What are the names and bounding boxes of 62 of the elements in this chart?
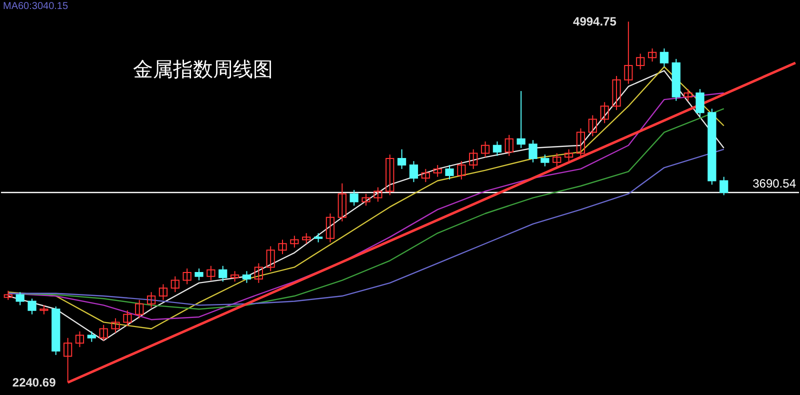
candlestick	[242, 270, 252, 284]
candlestick	[540, 154, 550, 167]
candlestick	[218, 265, 228, 282]
candlestick	[720, 176, 728, 196]
candlestick	[123, 310, 132, 327]
candlestick	[87, 330, 96, 342]
text: MA60:3040.15	[3, 1, 68, 12]
candlestick	[564, 148, 574, 162]
candlestick	[624, 21, 633, 84]
candlestick	[158, 284, 168, 300]
candlestick	[326, 213, 335, 243]
candlestick	[111, 318, 120, 334]
candlestick	[516, 90, 526, 149]
candlestick	[492, 140, 502, 156]
candlestick	[480, 140, 490, 158]
candlestick	[374, 186, 382, 202]
ref-line-label: 3690.54	[752, 176, 796, 190]
candlestick	[4, 290, 12, 300]
candlestick	[684, 88, 692, 102]
candlestick	[504, 134, 514, 156]
candlestick	[362, 193, 370, 206]
candlestick	[433, 164, 442, 178]
candlestick	[278, 239, 287, 255]
candlestick	[445, 164, 454, 180]
candlestick	[409, 160, 418, 183]
candlestick	[600, 102, 609, 124]
candlestick	[314, 232, 323, 243]
candlestick	[636, 53, 645, 70]
annotation: 4994.75	[573, 14, 617, 29]
candlestick	[421, 168, 430, 183]
candlestick	[397, 148, 406, 170]
candlestick	[194, 268, 204, 281]
candlestick	[230, 270, 240, 282]
candlestick	[302, 232, 311, 244]
candlestick	[99, 324, 108, 342]
candlestick	[206, 265, 216, 281]
candlestick	[588, 114, 597, 137]
candlestick	[146, 292, 156, 308]
candlestick	[457, 160, 466, 180]
candlestick	[135, 299, 144, 319]
candlestick	[386, 154, 394, 196]
candlestick	[338, 182, 346, 222]
candlestick	[40, 304, 48, 315]
text: 金属指数周线图	[133, 57, 273, 81]
candlestick	[182, 268, 192, 285]
candlestick	[28, 298, 36, 315]
annotation: 2240.69	[12, 375, 56, 390]
candlestick	[16, 292, 24, 306]
candlestick	[75, 330, 84, 348]
candlestick	[612, 75, 621, 111]
candlestick	[290, 235, 299, 248]
candlestick	[660, 48, 669, 68]
candlestick	[469, 148, 478, 170]
candlestick	[266, 246, 275, 272]
candlestick	[696, 88, 704, 118]
candlestick	[350, 189, 358, 206]
candlestick	[552, 152, 562, 167]
candlestick	[170, 276, 180, 293]
candlestick	[528, 140, 538, 163]
candlestick	[254, 262, 263, 284]
candlestick	[648, 48, 657, 62]
candlestick	[576, 128, 586, 158]
